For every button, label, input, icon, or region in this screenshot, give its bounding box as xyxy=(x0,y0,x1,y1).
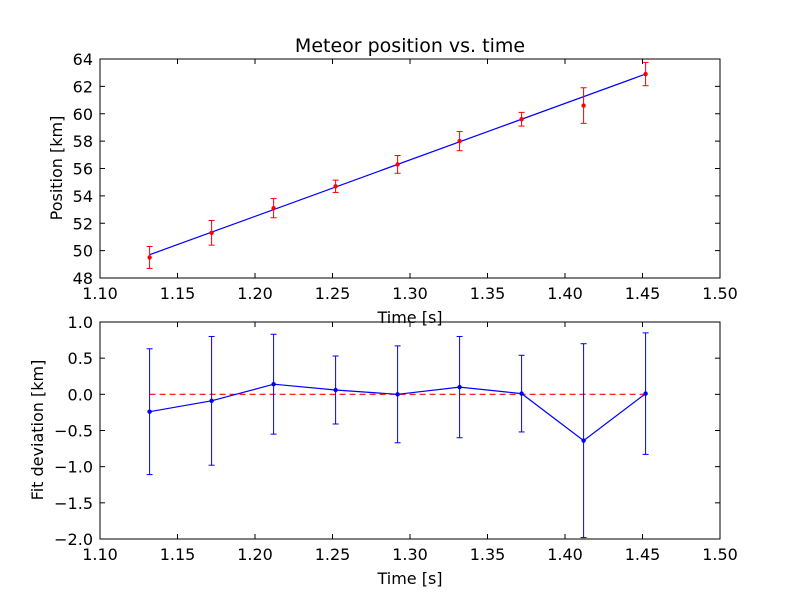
deviation-chart-x-tick-label: 1.30 xyxy=(392,545,428,564)
position-chart: Meteor position vs. time 1.10 1.15 1.20 1.2… xyxy=(47,35,738,327)
position-chart-y-tick-label: 62 xyxy=(73,77,93,96)
deviation-data-point xyxy=(209,398,214,404)
position-chart-x-tick-label: 1.30 xyxy=(392,284,428,303)
deviation-chart: 1.10 1.15 1.20 1.25 1.30 1.35 1.40 1.45 1.50 −2.0… xyxy=(28,313,738,588)
position-data-point xyxy=(581,103,586,108)
position-chart-marks xyxy=(146,61,649,269)
position-chart-frame xyxy=(99,58,721,279)
position-chart-y-tick-label: 48 xyxy=(73,269,93,288)
position-data-point xyxy=(271,205,276,211)
position-chart-y-tick-label: 56 xyxy=(73,160,93,179)
position-data-point xyxy=(147,255,152,260)
position-chart-x-tick-label: 1.40 xyxy=(547,284,583,303)
deviation-data-point xyxy=(395,392,400,397)
position-data-point xyxy=(457,138,462,144)
position-data-point xyxy=(643,71,648,77)
deviation-chart-y-axis-label: Fit deviation [km] xyxy=(28,360,47,501)
deviation-chart-x-tick-label: 1.10 xyxy=(82,545,118,564)
deviation-data-point xyxy=(457,384,462,390)
position-chart-x-tick-label: 1.10 xyxy=(82,284,118,303)
position-chart-x-tick-label: 1.20 xyxy=(237,284,273,303)
position-chart-y-tick-label: 54 xyxy=(73,187,93,206)
deviation-chart-x-tick-label: 1.15 xyxy=(160,545,196,564)
deviation-chart-x-tick-label: 1.20 xyxy=(237,545,273,564)
position-data-point xyxy=(395,162,400,167)
deviation-chart-x-tick-label: 1.25 xyxy=(315,545,351,564)
deviation-chart-y-tick-label: 1.0 xyxy=(68,313,93,332)
position-data-point xyxy=(519,117,524,122)
deviation-data-point xyxy=(581,438,586,443)
deviation-chart-frame xyxy=(99,321,721,540)
position-chart-y-tick-label: 52 xyxy=(73,214,93,233)
deviation-chart-y-tick-label: 0.0 xyxy=(68,385,93,404)
position-chart-y-axis-label: Position [km] xyxy=(47,116,66,221)
position-chart-x-tick-label: 1.35 xyxy=(470,284,506,303)
deviation-data-point xyxy=(519,391,524,396)
deviation-chart-y-tick-label: −0.5 xyxy=(54,422,93,441)
position-chart-y-tick-label: 60 xyxy=(73,105,93,124)
deviation-chart-y-tick-label: −2.0 xyxy=(54,530,93,549)
deviation-data-point xyxy=(271,382,276,387)
position-chart-y-tick-label: 64 xyxy=(73,50,93,69)
deviation-chart-axes: 1.10 1.15 1.20 1.25 1.30 1.35 1.40 1.45 1.50 −2.0… xyxy=(54,313,738,564)
deviation-chart-x-tick-label: 1.50 xyxy=(702,545,738,564)
deviation-chart-y-tick-label: −1.5 xyxy=(54,494,93,513)
deviation-data-point xyxy=(333,387,338,393)
deviation-chart-y-tick-label: −1.0 xyxy=(54,458,93,477)
position-data-point xyxy=(333,184,338,189)
deviation-chart-x-tick-label: 1.45 xyxy=(625,545,661,564)
position-chart-x-tick-label: 1.25 xyxy=(315,284,351,303)
deviation-data-point xyxy=(147,409,152,414)
deviation-chart-x-tick-label: 1.40 xyxy=(547,545,583,564)
deviation-chart-x-axis-label: Time [s] xyxy=(376,569,442,588)
position-chart-y-tick-label: 58 xyxy=(73,132,93,151)
deviation-data-point xyxy=(643,391,648,396)
position-chart-x-tick-label: 1.45 xyxy=(625,284,661,303)
deviation-chart-x-tick-label: 1.35 xyxy=(470,545,506,564)
position-data-point xyxy=(209,230,214,236)
position-chart-x-tick-label: 1.15 xyxy=(160,284,196,303)
deviation-chart-y-tick-label: 0.5 xyxy=(68,349,93,368)
position-chart-axes: 1.10 1.15 1.20 1.25 1.30 1.35 1.40 1.45 1.50 48 50… xyxy=(73,50,738,303)
position-chart-x-tick-label: 1.50 xyxy=(702,284,738,303)
position-chart-y-tick-label: 50 xyxy=(73,242,93,261)
position-chart-title: Meteor position vs. time xyxy=(295,35,525,57)
deviation-chart-marks xyxy=(146,332,649,539)
